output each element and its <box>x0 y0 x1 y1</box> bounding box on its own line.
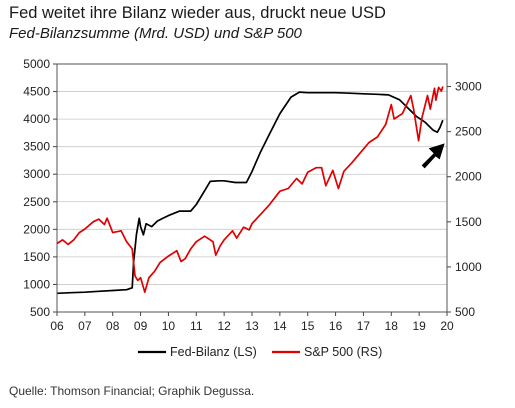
y-left-tick-label: 3000 <box>23 167 50 181</box>
plot-frame <box>56 63 448 313</box>
x-tick-label: 09 <box>134 319 148 333</box>
y-left-tick-label: 3500 <box>23 140 50 154</box>
y-left-tick-label: 1500 <box>23 250 50 264</box>
chart-title: Fed weitet ihre Bilanz wieder aus, druck… <box>9 4 386 22</box>
y-left-tick-label: 4000 <box>23 112 50 126</box>
x-tick-label: 20 <box>440 319 454 333</box>
legend-label-sp500: S&P 500 (RS) <box>304 345 382 359</box>
y-right-tick-label: 1000 <box>455 260 482 274</box>
x-tick-label: 15 <box>301 319 315 333</box>
y-left-tick-label: 1000 <box>23 277 50 291</box>
x-tick-label: 14 <box>273 319 287 333</box>
x-tick-label: 17 <box>357 319 371 333</box>
annotation-arrow <box>421 143 445 169</box>
x-tick-label: 13 <box>245 319 259 333</box>
plot-border <box>56 63 448 313</box>
x-tick-label: 07 <box>78 319 92 333</box>
y-right-tick-label: 2000 <box>455 170 482 184</box>
y-right-tick-label: 2500 <box>455 125 482 139</box>
y-right-tick-label: 3000 <box>455 80 482 94</box>
chart-canvas: 500100015002000250030003500400045005000 … <box>23 57 482 359</box>
x-tick-label: 12 <box>217 319 231 333</box>
x-tick-label: 08 <box>106 319 120 333</box>
x-tick-label: 06 <box>50 319 64 333</box>
y-left-tick-label: 500 <box>30 305 50 319</box>
x-tick-label: 16 <box>329 319 343 333</box>
series-lines <box>56 86 444 295</box>
x-axis: 06 07 08 09 10 11 12 13 14 15 16 17 18 19 20 <box>50 312 454 333</box>
y-axis-left: 500 1000 1500 2000 2500 3000 3500 4000 4500 5000 <box>23 57 57 319</box>
y-right-tick-label: 500 <box>455 305 475 319</box>
grid-lines <box>57 63 447 285</box>
y-left-tick-label: 5000 <box>23 57 50 71</box>
x-tick-label: 10 <box>162 319 176 333</box>
y-right-tick-label: 1500 <box>455 215 482 229</box>
chart-subtitle: Fed-Bilanzsumme (Mrd. USD) und S&P 500 <box>9 25 302 42</box>
arrow-icon <box>421 143 445 169</box>
x-tick-label: 11 <box>190 319 203 333</box>
source-note: Quelle: Thomson Financial; Graphik Degus… <box>9 384 255 398</box>
x-tick-label: 18 <box>385 319 399 333</box>
legend-label-fed: Fed-Bilanz (LS) <box>170 345 257 359</box>
y-axis-right: 500 1000 1500 2000 2500 3000 <box>447 80 482 319</box>
fed-balance-line <box>56 91 444 295</box>
y-left-tick-label: 2000 <box>23 222 50 236</box>
y-left-tick-label: 2500 <box>23 195 50 209</box>
x-tick-label: 19 <box>412 319 426 333</box>
y-left-tick-label: 4500 <box>23 85 50 99</box>
sp500-line <box>56 86 444 294</box>
legend: Fed-Bilanz (LS) S&P 500 (RS) <box>138 345 382 359</box>
